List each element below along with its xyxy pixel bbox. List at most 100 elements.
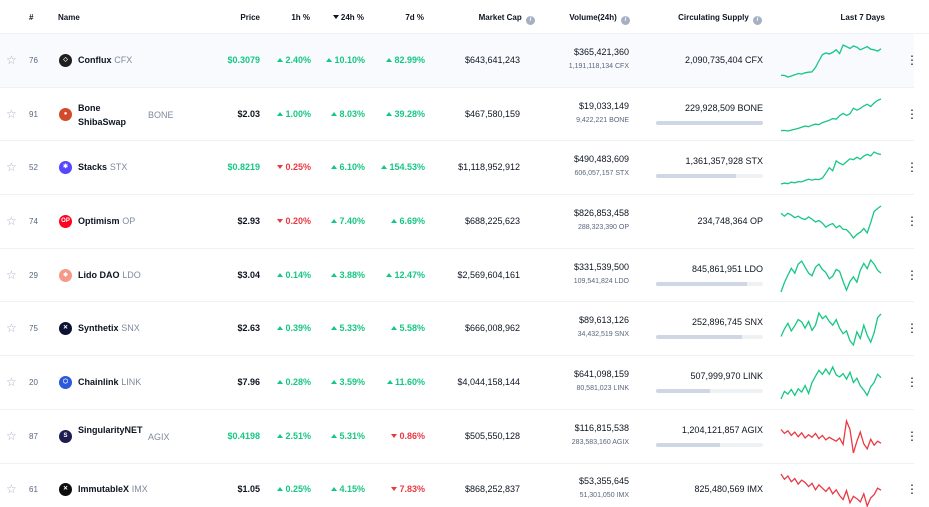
vertical-ellipsis-icon[interactable]: ⋮: [906, 375, 918, 390]
caret-up-icon: [326, 57, 333, 62]
header-name[interactable]: Name: [58, 13, 80, 22]
p24-change: 3.59%: [331, 377, 365, 387]
star-outline-icon[interactable]: ☆: [6, 482, 17, 497]
star-outline-icon[interactable]: ☆: [6, 428, 17, 443]
volume-usd[interactable]: $53,355,645: [578, 476, 629, 487]
coin-name-group[interactable]: Lido DAO LDO: [78, 270, 141, 281]
star-outline-icon[interactable]: ☆: [6, 160, 17, 175]
sparkline-chart[interactable]: [779, 95, 883, 135]
star-outline-icon[interactable]: ☆: [6, 106, 17, 121]
p24-change: 3.88%: [331, 270, 365, 280]
coin-name-group[interactable]: Synthetix SNX: [78, 323, 140, 334]
info-icon[interactable]: i: [526, 16, 535, 25]
supply-progress-bar: [656, 174, 763, 179]
coin-logo-icon: ⬡: [59, 376, 72, 390]
p24-change: 10.10%: [326, 55, 365, 65]
table-row[interactable]: ☆ 87 S SingularityNET AGIX $0.4198 2.51%…: [0, 410, 918, 464]
volume-usd[interactable]: $641,098,159: [573, 369, 629, 380]
sparkline-chart[interactable]: [779, 470, 883, 507]
table-row[interactable]: ☆ 29 ◆ Lido DAO LDO $3.04 0.14% 3.88% 12…: [0, 249, 918, 303]
sparkline-chart[interactable]: [779, 417, 883, 457]
vertical-ellipsis-icon[interactable]: ⋮: [906, 482, 918, 497]
coin-name-group[interactable]: Chainlink LINK: [78, 377, 141, 388]
circulating-supply: 1,204,121,857 AGIX: [681, 424, 763, 435]
coin-name[interactable]: Lido DAO: [78, 269, 120, 280]
star-outline-icon[interactable]: ☆: [6, 267, 17, 282]
volume-usd[interactable]: $331,539,500: [573, 261, 629, 272]
header-rank[interactable]: #: [29, 13, 34, 22]
coin-name-group[interactable]: Stacks STX: [78, 162, 127, 173]
table-row[interactable]: ☆ 75 ✕ Synthetix SNX $2.63 0.39% 5.33% 5…: [0, 303, 918, 357]
volume-usd[interactable]: $826,853,458: [573, 207, 629, 218]
volume-usd[interactable]: $19,033,149: [578, 100, 629, 111]
sparkline-chart[interactable]: [779, 309, 883, 349]
coin-symbol: AGIX: [148, 431, 170, 442]
header-supply[interactable]: Circulating Supply i: [678, 13, 762, 25]
volume-native: 9,422,221 BONE: [576, 116, 629, 124]
sparkline-chart[interactable]: [779, 148, 883, 188]
header-last-7-days: Last 7 Days: [840, 13, 885, 22]
coin-logo-icon: ◆: [59, 268, 72, 282]
caret-up-icon: [277, 380, 284, 385]
coin-name-group[interactable]: Conflux CFX: [78, 55, 132, 66]
table-row[interactable]: ☆ 61 ✕ ImmutableX IMX $1.05 0.25% 4.15% …: [0, 464, 918, 507]
volume-native: 109,541,824 LDO: [573, 277, 629, 285]
vertical-ellipsis-icon[interactable]: ⋮: [906, 160, 918, 175]
market-cap-value: $666,008,962: [464, 323, 520, 334]
coin-name[interactable]: Stacks: [78, 162, 108, 173]
header-market-cap[interactable]: Market Cap i: [479, 13, 535, 25]
coin-price: $2.03: [237, 108, 260, 119]
volume-usd[interactable]: $365,421,360: [573, 46, 629, 57]
sparkline-chart[interactable]: [779, 41, 883, 81]
sparkline-chart[interactable]: [779, 363, 883, 403]
sparkline-chart[interactable]: [779, 256, 883, 296]
volume-usd[interactable]: $490,483,609: [573, 154, 629, 165]
coin-name[interactable]: ImmutableX: [78, 484, 130, 495]
coin-name[interactable]: Conflux: [78, 54, 112, 65]
header-1h[interactable]: 1h %: [291, 13, 310, 22]
header-volume[interactable]: Volume(24h) i: [569, 13, 630, 25]
p1h-change: 2.51%: [277, 431, 311, 441]
vertical-ellipsis-icon[interactable]: ⋮: [906, 106, 918, 121]
coin-name-group[interactable]: Optimism OP: [78, 216, 135, 227]
table-row[interactable]: ☆ 74 OP Optimism OP $2.93 0.20% 7.40% 6.…: [0, 195, 918, 249]
vertical-ellipsis-icon[interactable]: ⋮: [906, 428, 918, 443]
coin-name-group[interactable]: ImmutableX IMX: [78, 484, 148, 495]
vertical-ellipsis-icon[interactable]: ⋮: [906, 321, 918, 336]
coin-name[interactable]: SingularityNET: [78, 424, 143, 435]
table-row[interactable]: ☆ 76 ◇ Conflux CFX $0.3079 2.40% 10.10% …: [0, 34, 918, 88]
coin-name[interactable]: Optimism: [78, 215, 120, 226]
caret-up-icon: [277, 487, 284, 492]
p24-change: 4.15%: [331, 484, 365, 494]
star-outline-icon[interactable]: ☆: [6, 213, 17, 228]
market-cap-value: $467,580,159: [464, 108, 520, 119]
coin-price: $0.3079: [227, 54, 260, 65]
coin-name[interactable]: Bone ShibaSwap: [78, 102, 127, 127]
star-outline-icon[interactable]: ☆: [6, 375, 17, 390]
market-cap-value: $1,118,952,912: [458, 162, 520, 173]
caret-up-icon: [331, 165, 338, 170]
table-row[interactable]: ☆ 20 ⬡ Chainlink LINK $7.96 0.28% 3.59% …: [0, 356, 918, 410]
volume-usd[interactable]: $116,815,538: [574, 422, 629, 433]
header-7d[interactable]: 7d %: [405, 13, 424, 22]
vertical-ellipsis-icon[interactable]: ⋮: [906, 52, 918, 67]
table-row[interactable]: ☆ 91 ● Bone ShibaSwap BONE $2.03 1.00% 8…: [0, 88, 918, 142]
coin-name[interactable]: Synthetix: [78, 323, 119, 334]
header-24h[interactable]: 24h %: [332, 13, 364, 22]
market-cap-value: $505,550,128: [464, 430, 520, 441]
header-price[interactable]: Price: [240, 13, 260, 22]
volume-usd[interactable]: $89,613,126: [578, 315, 629, 326]
star-outline-icon[interactable]: ☆: [6, 52, 17, 67]
caret-up-icon: [277, 272, 284, 277]
sparkline-chart[interactable]: [779, 202, 883, 242]
coin-name[interactable]: Chainlink: [78, 377, 119, 388]
volume-native: 34,432,519 SNX: [577, 331, 629, 339]
info-icon[interactable]: i: [753, 16, 762, 25]
info-icon[interactable]: i: [621, 16, 630, 25]
vertical-ellipsis-icon[interactable]: ⋮: [906, 213, 918, 228]
star-outline-icon[interactable]: ☆: [6, 321, 17, 336]
table-row[interactable]: ☆ 52 ✱ Stacks STX $0.8219 0.25% 6.10% 15…: [0, 141, 918, 196]
vertical-ellipsis-icon[interactable]: ⋮: [906, 267, 918, 282]
p24-change: 7.40%: [331, 216, 365, 226]
p24-change: 5.31%: [331, 431, 365, 441]
